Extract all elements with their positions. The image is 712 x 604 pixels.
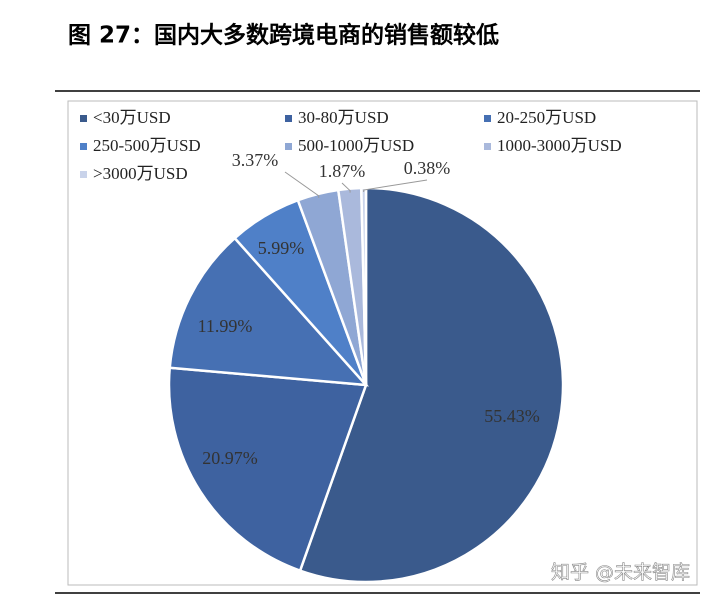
leader-line (284, 171, 320, 198)
data-label: 5.99% (258, 238, 305, 258)
legend-label: 250-500万USD (93, 136, 201, 155)
legend-swatch (285, 143, 292, 150)
data-label: 55.43% (484, 406, 540, 426)
legend-label: <30万USD (93, 108, 171, 127)
legend-swatch (80, 115, 87, 122)
data-label: 11.99% (198, 316, 253, 336)
leader-line (363, 179, 428, 193)
legend-swatch (285, 115, 292, 122)
pie-slice (360, 186, 368, 386)
legend-label: >3000万USD (93, 164, 188, 183)
legend-label: 500-1000万USD (298, 136, 414, 155)
data-label: 20.97% (202, 448, 258, 468)
data-label: 0.38% (404, 158, 451, 178)
legend-swatch (80, 143, 87, 150)
chart-title: 图 27：国内大多数跨境电商的销售额较低 (68, 22, 499, 49)
legend-label: 1000-3000万USD (497, 136, 622, 155)
data-label: 3.37% (232, 150, 279, 170)
pie-slice (168, 236, 370, 387)
legend-swatch (484, 143, 491, 150)
legend-label: 30-80万USD (298, 108, 389, 127)
leader-line (341, 182, 351, 193)
chart-frame (67, 100, 698, 586)
pie-slice (298, 186, 565, 584)
pie-slice (167, 366, 368, 573)
data-label: 1.87% (319, 161, 366, 181)
legend-swatch (80, 171, 87, 178)
legend-swatch (484, 115, 491, 122)
watermark: 知乎 @未来智库 (551, 562, 690, 584)
legend-label: 20-250万USD (497, 108, 596, 127)
